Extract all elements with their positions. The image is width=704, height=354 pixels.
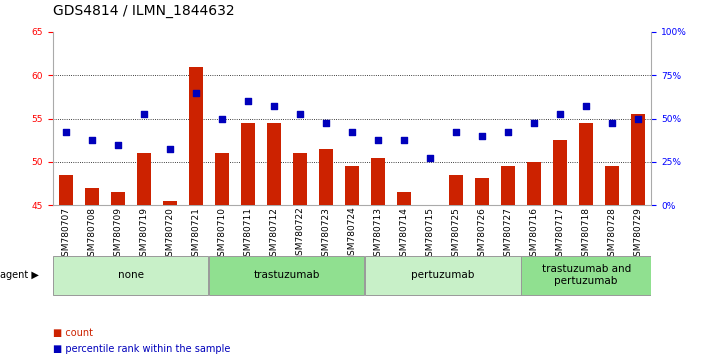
Bar <box>449 175 463 205</box>
Point <box>294 112 306 117</box>
Bar <box>501 166 515 205</box>
Bar <box>53 256 208 295</box>
Point <box>190 90 201 95</box>
Bar <box>241 123 255 205</box>
Bar <box>365 256 520 295</box>
Point <box>581 103 592 108</box>
Text: pertuzumab: pertuzumab <box>411 270 474 280</box>
Bar <box>371 158 385 205</box>
Bar <box>163 201 177 205</box>
Text: trastuzumab: trastuzumab <box>253 270 320 280</box>
Point <box>242 98 253 104</box>
Bar <box>215 153 229 205</box>
Bar <box>189 67 203 205</box>
Bar <box>553 140 567 205</box>
Bar <box>58 175 73 205</box>
Text: ■ percentile rank within the sample: ■ percentile rank within the sample <box>53 344 230 354</box>
Text: agent ▶: agent ▶ <box>0 270 39 280</box>
Point <box>477 133 488 139</box>
Point <box>346 129 358 135</box>
Point <box>268 103 279 108</box>
Bar <box>209 256 365 295</box>
Point <box>451 129 462 135</box>
Bar <box>521 256 650 295</box>
Bar <box>527 162 541 205</box>
Bar <box>319 149 333 205</box>
Bar <box>579 123 593 205</box>
Text: ■ count: ■ count <box>53 328 93 338</box>
Bar <box>345 166 359 205</box>
Point <box>633 116 644 121</box>
Bar <box>137 153 151 205</box>
Point <box>86 137 97 143</box>
Point <box>372 137 384 143</box>
Point <box>320 120 332 126</box>
Point <box>138 112 149 117</box>
Bar <box>397 192 411 205</box>
Point <box>164 146 175 152</box>
Point <box>425 155 436 160</box>
Point <box>555 112 566 117</box>
Point <box>216 116 227 121</box>
Bar <box>605 166 620 205</box>
Bar <box>111 192 125 205</box>
Point <box>503 129 514 135</box>
Bar <box>84 188 99 205</box>
Point <box>60 129 71 135</box>
Point <box>607 120 618 126</box>
Text: trastuzumab and
pertuzumab: trastuzumab and pertuzumab <box>541 264 631 286</box>
Point <box>398 137 410 143</box>
Text: none: none <box>118 270 144 280</box>
Text: GDS4814 / ILMN_1844632: GDS4814 / ILMN_1844632 <box>53 4 234 18</box>
Bar <box>293 153 307 205</box>
Bar <box>267 123 281 205</box>
Point <box>112 142 123 147</box>
Point <box>529 120 540 126</box>
Bar <box>475 178 489 205</box>
Bar <box>631 114 646 205</box>
